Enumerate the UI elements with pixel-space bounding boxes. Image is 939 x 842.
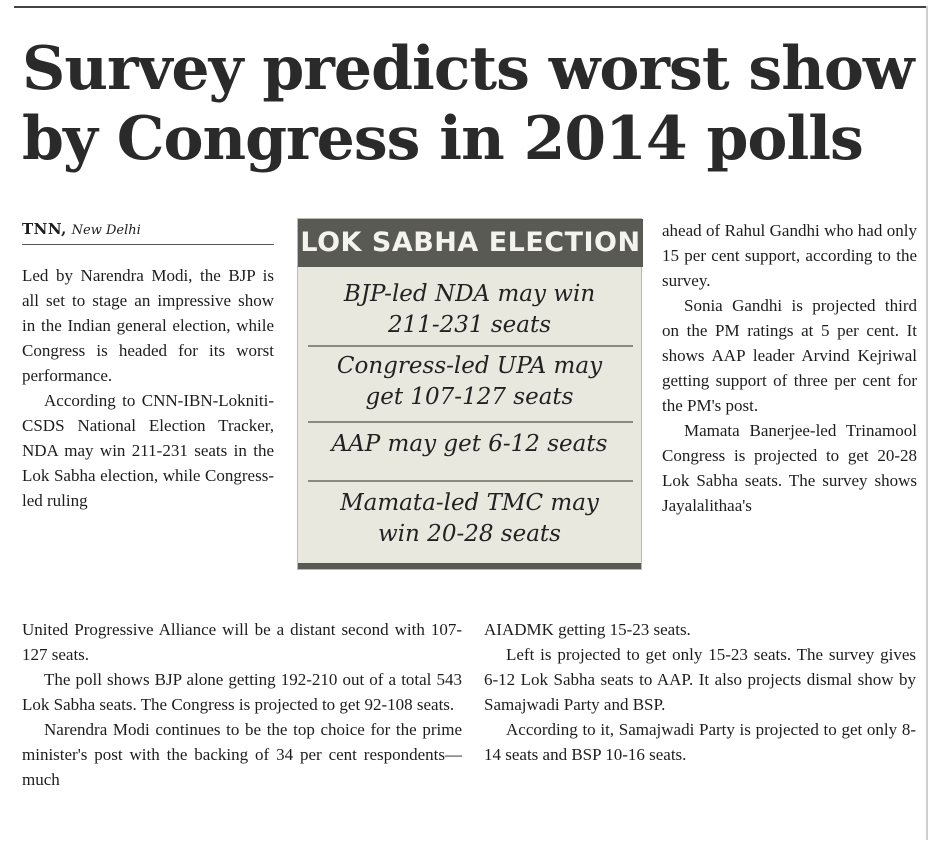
article-bottom-right: AIADMK getting 15-23 seats. Left is proj… — [484, 617, 916, 767]
fact-tmc-line-2: win 20-28 seats — [378, 521, 561, 547]
fact-divider — [308, 345, 633, 347]
article-column-3: ahead of Rahul Gandhi who had only 15 pe… — [662, 218, 917, 518]
fact-aap: AAP may get 6-12 seats — [312, 429, 627, 460]
dateline: TNN, New Delhi — [22, 220, 274, 245]
paragraph-9: According to it, Samajwadi Party is proj… — [484, 720, 916, 764]
paragraph-6: Sonia Gandhi is projected third on the P… — [662, 296, 917, 415]
article-column-1: Led by Narendra Modi, the BJP is all set… — [22, 263, 274, 513]
fact-nda-line-1: BJP-led NDA may win — [343, 281, 596, 307]
fact-box-title: LOK SABHA ELECTION — [298, 219, 643, 267]
dateline-agency: TNN, — [22, 220, 67, 238]
fact-divider — [308, 480, 633, 482]
fact-tmc-line-1: Mamata-led TMC may — [340, 490, 599, 516]
fact-box: LOK SABHA ELECTION BJP-led NDA may win 2… — [297, 218, 643, 570]
fact-aap-line-1: AAP may get 6-12 seats — [331, 431, 608, 457]
paragraph-7: Mamata Banerjee-led Trinamool Congress i… — [662, 421, 917, 515]
fact-upa: Congress-led UPA may get 107-127 seats — [312, 351, 627, 413]
paragraph-8: Left is projected to get only 15-23 seat… — [484, 645, 916, 714]
dateline-place: New Delhi — [71, 223, 141, 238]
headline: Survey predicts worst show by Congress i… — [22, 34, 932, 174]
fact-upa-line-2: get 107-127 seats — [365, 384, 574, 410]
paragraph-2-continued: United Progressive Alliance will be a di… — [22, 620, 462, 664]
top-rule — [14, 6, 926, 8]
paragraph-5: ahead of Rahul Gandhi who had only 15 pe… — [662, 221, 917, 290]
paragraph-4: Narendra Modi continues to be the top ch… — [22, 720, 462, 789]
fact-tmc: Mamata-led TMC may win 20-28 seats — [312, 488, 627, 550]
paragraph-3: The poll shows BJP alone getting 192-210… — [22, 670, 462, 714]
article-bottom-left: United Progressive Alliance will be a di… — [22, 617, 462, 792]
paragraph-1: Led by Narendra Modi, the BJP is all set… — [22, 266, 274, 385]
paragraph-2: According to CNN-IBN-Lokniti-CSDS Nation… — [22, 391, 274, 510]
fact-divider — [308, 421, 633, 423]
headline-line-2: by Congress in 2014 polls — [22, 104, 864, 174]
fact-nda-line-2: 211-231 seats — [387, 312, 552, 338]
fact-nda: BJP-led NDA may win 211-231 seats — [312, 279, 627, 341]
fact-upa-line-1: Congress-led UPA may — [336, 353, 603, 379]
page-edge-rule — [926, 6, 928, 840]
fact-box-bottom-bar — [298, 563, 641, 569]
headline-line-1: Survey predicts worst show — [22, 34, 914, 104]
paragraph-7-continued: AIADMK getting 15-23 seats. — [484, 620, 691, 639]
